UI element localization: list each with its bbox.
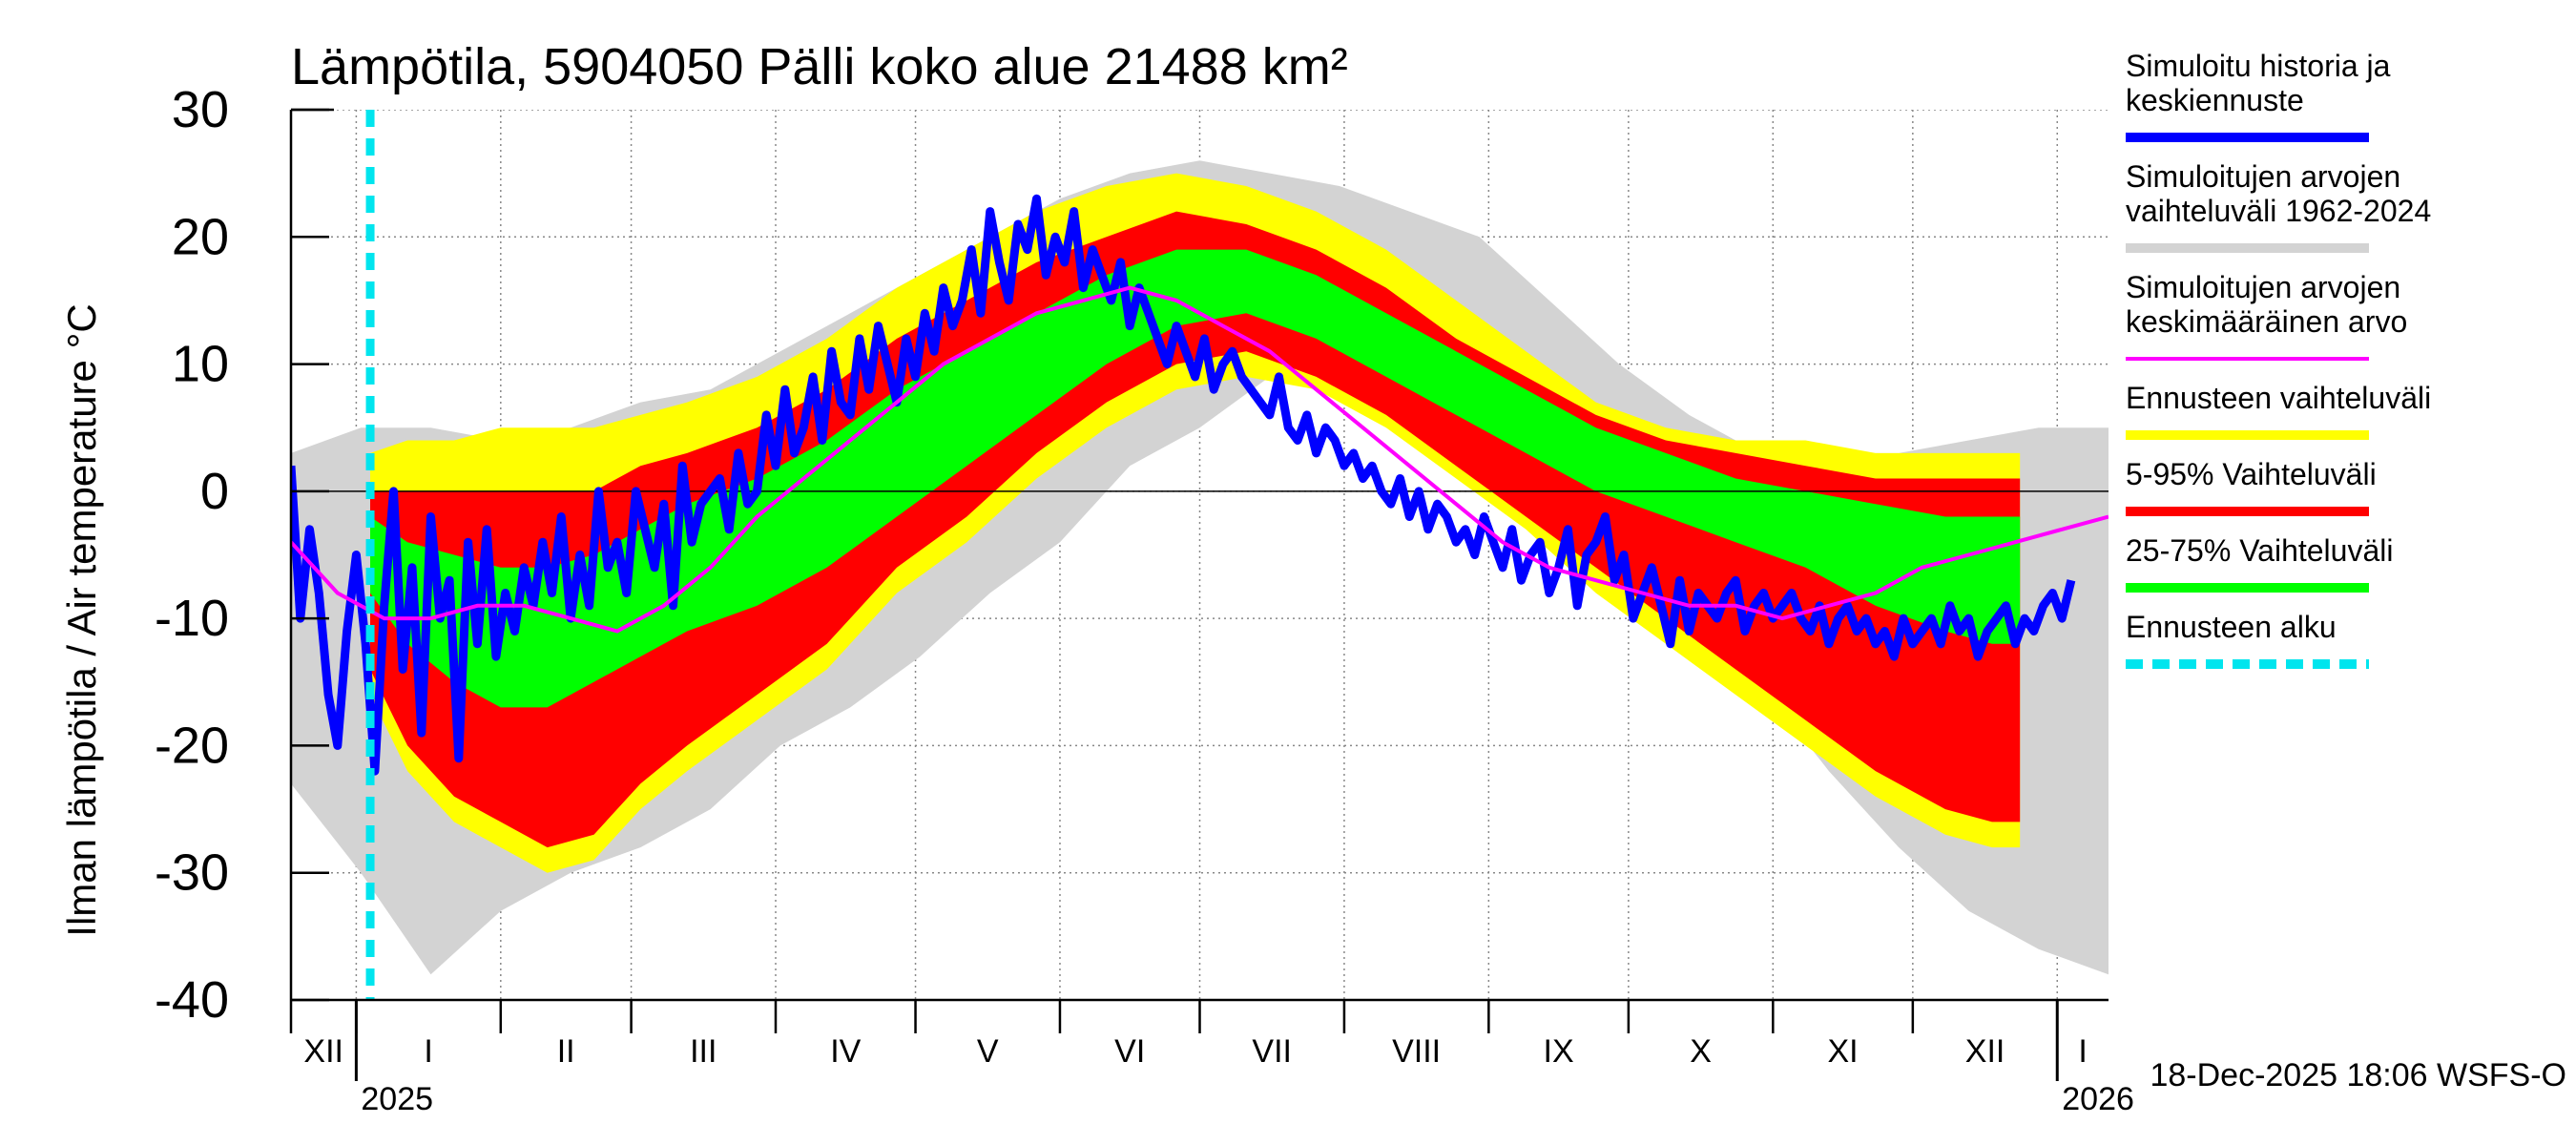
legend-label: vaihteluväli 1962-2024	[2126, 194, 2431, 228]
legend-label: Simuloitu historia ja	[2126, 49, 2391, 83]
legend-item: Ennusteen vaihteluväli	[2126, 381, 2431, 440]
legend-label: keskimääräinen arvo	[2126, 304, 2407, 339]
month-label: III	[690, 1033, 717, 1070]
month-label: VIII	[1392, 1033, 1441, 1070]
y-tick-label: 10	[172, 336, 229, 393]
legend-item: 5-95% Vaihteluväli	[2126, 457, 2377, 516]
month-label: VII	[1252, 1033, 1292, 1070]
month-label: VI	[1114, 1033, 1145, 1070]
month-label: II	[557, 1033, 575, 1070]
legend-label: Simuloitujen arvojen	[2126, 270, 2400, 304]
year-label: 2026	[2062, 1081, 2134, 1117]
legend-label: keskiennuste	[2126, 83, 2304, 117]
month-label: X	[1690, 1033, 1712, 1070]
chart-title: Lämpötila, 5904050 Pälli koko alue 21488…	[291, 38, 1348, 95]
year-label: 2025	[361, 1081, 433, 1117]
legend-item: 25-75% Vaihteluväli	[2126, 533, 2393, 593]
legend-label: Ennusteen alku	[2126, 610, 2337, 644]
y-tick-label: 30	[172, 81, 229, 138]
month-label: V	[977, 1033, 999, 1070]
legend-item: Ennusteen alku	[2126, 610, 2369, 669]
legend-label: 5-95% Vaihteluväli	[2126, 457, 2377, 491]
y-tick-label: -10	[155, 590, 229, 647]
legend-label: 25-75% Vaihteluväli	[2126, 533, 2393, 568]
plot-inner	[291, 110, 2109, 1000]
y-tick-label: -40	[155, 971, 229, 1029]
month-label: XII	[1965, 1033, 2005, 1070]
legend-label: Simuloitujen arvojen	[2126, 159, 2400, 194]
forecast-25-75-band	[370, 249, 2021, 708]
mean-line	[291, 285, 2109, 634]
month-label: I	[2078, 1033, 2087, 1070]
legend-label: Ennusteen vaihteluväli	[2126, 381, 2431, 415]
y-tick-label: -30	[155, 844, 229, 902]
month-label: IV	[830, 1033, 861, 1070]
y-tick-label: 0	[200, 463, 229, 520]
month-label: I	[424, 1033, 432, 1070]
month-label: XII	[303, 1033, 343, 1070]
climatology-range-band	[291, 160, 2109, 975]
y-tick-label: 20	[172, 208, 229, 265]
month-label: XI	[1828, 1033, 1859, 1070]
month-label: IX	[1544, 1033, 1574, 1070]
legend: Simuloitu historia jakeskiennusteSimuloi…	[2126, 49, 2431, 669]
forecast-range-band	[370, 173, 2021, 873]
footer-timestamp: 18-Dec-2025 18:06 WSFS-O	[2150, 1057, 2566, 1093]
y-tick-label: -20	[155, 717, 229, 774]
y-axis-label: Ilman lämpötila / Air temperature °C	[59, 303, 104, 936]
